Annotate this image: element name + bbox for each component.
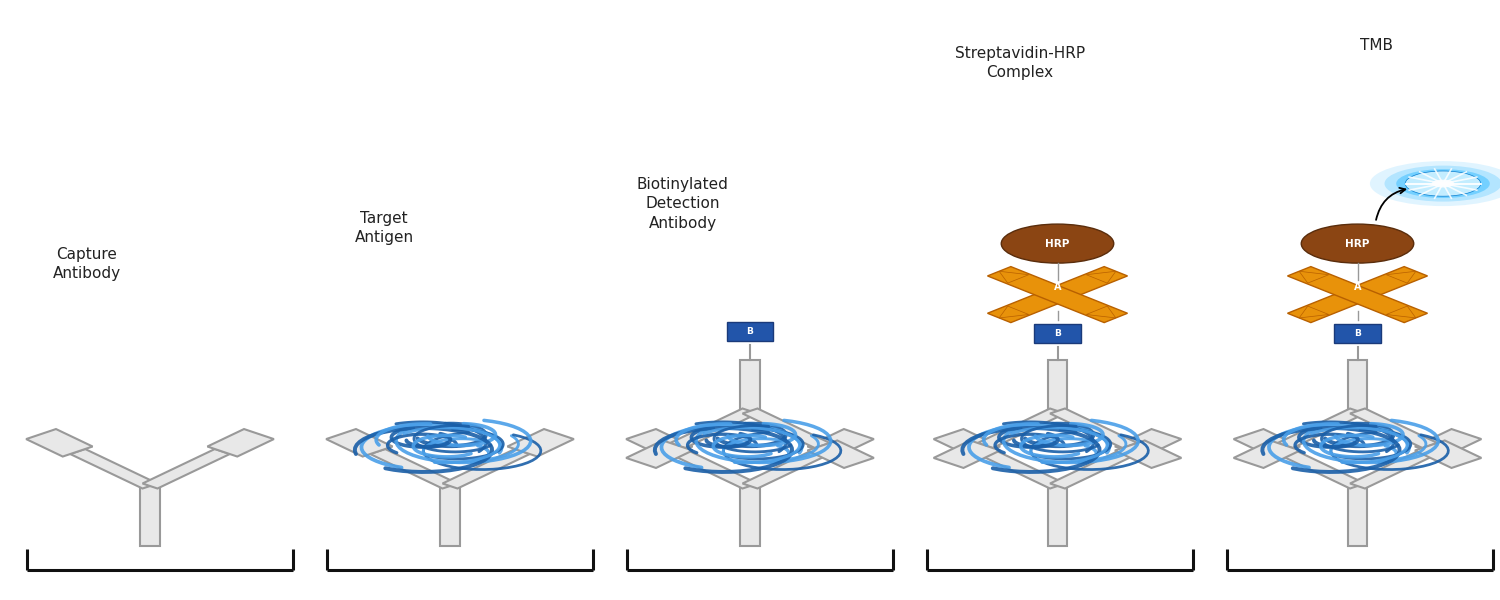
Text: A: A (1053, 282, 1062, 292)
Polygon shape (999, 271, 1029, 283)
Polygon shape (207, 429, 274, 457)
Polygon shape (978, 409, 1065, 448)
Polygon shape (1233, 440, 1300, 468)
FancyBboxPatch shape (441, 486, 459, 546)
Polygon shape (1114, 440, 1182, 468)
Polygon shape (1414, 440, 1482, 468)
Polygon shape (626, 440, 693, 468)
FancyBboxPatch shape (1047, 486, 1068, 546)
Text: Biotinylated
Detection
Antibody: Biotinylated Detection Antibody (636, 176, 729, 231)
Polygon shape (1086, 271, 1116, 283)
Polygon shape (807, 440, 874, 468)
Ellipse shape (1002, 224, 1113, 263)
Polygon shape (1350, 449, 1437, 488)
Polygon shape (507, 429, 574, 457)
Polygon shape (987, 266, 1128, 323)
Polygon shape (1414, 429, 1482, 457)
Polygon shape (1299, 271, 1329, 283)
FancyBboxPatch shape (1047, 360, 1068, 411)
Text: Streptavidin-HRP
Complex: Streptavidin-HRP Complex (956, 46, 1084, 80)
Polygon shape (670, 409, 758, 448)
Ellipse shape (1300, 224, 1413, 263)
FancyBboxPatch shape (1348, 360, 1368, 411)
Polygon shape (987, 266, 1128, 323)
Text: A: A (1353, 282, 1362, 292)
Polygon shape (1386, 271, 1416, 283)
Polygon shape (742, 409, 830, 448)
Polygon shape (978, 449, 1065, 488)
Polygon shape (1086, 306, 1116, 318)
Text: B: B (1354, 329, 1360, 338)
Polygon shape (1050, 409, 1137, 448)
Polygon shape (1114, 429, 1182, 457)
Polygon shape (370, 449, 458, 488)
FancyBboxPatch shape (741, 486, 759, 546)
Polygon shape (742, 449, 830, 488)
Polygon shape (1386, 306, 1416, 318)
Polygon shape (70, 449, 158, 488)
Polygon shape (142, 449, 230, 488)
Polygon shape (933, 429, 1000, 457)
Text: B: B (747, 327, 753, 336)
Ellipse shape (1396, 169, 1490, 198)
Polygon shape (1233, 429, 1300, 457)
Text: HRP: HRP (1346, 239, 1370, 248)
FancyBboxPatch shape (741, 360, 759, 411)
Polygon shape (933, 440, 1000, 468)
Polygon shape (1278, 449, 1365, 488)
Ellipse shape (1384, 166, 1500, 202)
Ellipse shape (1370, 161, 1500, 206)
Polygon shape (1287, 266, 1428, 323)
Ellipse shape (1408, 173, 1478, 194)
Polygon shape (670, 449, 758, 488)
Polygon shape (1350, 409, 1437, 448)
Polygon shape (999, 306, 1029, 318)
Polygon shape (442, 449, 530, 488)
Text: Capture
Antibody: Capture Antibody (53, 247, 122, 281)
Polygon shape (626, 429, 693, 457)
FancyBboxPatch shape (141, 486, 159, 546)
Ellipse shape (1432, 180, 1455, 187)
FancyBboxPatch shape (1348, 486, 1368, 546)
Text: HRP: HRP (1046, 239, 1070, 248)
Ellipse shape (1406, 171, 1480, 196)
Polygon shape (1278, 409, 1365, 448)
Text: Target
Antigen: Target Antigen (354, 211, 414, 245)
Text: B: B (1054, 329, 1060, 338)
Text: TMB: TMB (1360, 37, 1394, 52)
Polygon shape (1299, 306, 1329, 318)
Polygon shape (326, 429, 393, 457)
Polygon shape (1050, 449, 1137, 488)
Polygon shape (26, 429, 93, 457)
Polygon shape (807, 429, 874, 457)
Polygon shape (1287, 266, 1428, 323)
